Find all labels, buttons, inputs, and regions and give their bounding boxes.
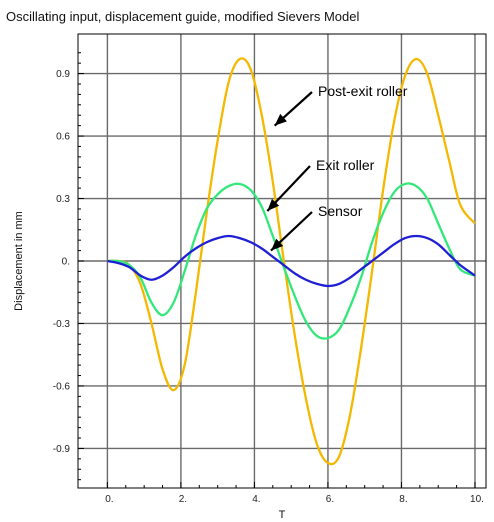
x-tick-labels: 0. 2. 4. 6. 8. 10.: [105, 494, 484, 505]
y-tick-label: -0.6: [53, 381, 71, 392]
annotation-label: Exit roller: [316, 157, 375, 173]
y-tick-label: 0.9: [56, 69, 70, 80]
x-tick-label: 2.: [179, 494, 187, 505]
annotation-label: Post-exit roller: [318, 83, 408, 99]
y-tick-label: 0.: [62, 257, 70, 268]
x-tick-label: 8.: [399, 494, 407, 505]
chart-title: Oscillating input, displacement guide, m…: [6, 9, 359, 24]
y-tick-labels: 0.9 0.6 0.3 0. -0.3 -0.6 -0.9: [53, 69, 71, 455]
x-tick-label: 6.: [326, 494, 334, 505]
x-axis-label: T: [279, 509, 286, 521]
y-axis-label: Displacement in mm: [13, 211, 25, 311]
x-tick-label: 10.: [470, 494, 484, 505]
annotation-label: Sensor: [318, 203, 363, 219]
y-tick-label: 0.6: [56, 132, 70, 143]
y-tick-label: -0.3: [53, 319, 71, 330]
x-tick-label: 4.: [252, 494, 260, 505]
y-tick-label: 0.3: [56, 194, 70, 205]
x-tick-label: 0.: [105, 494, 113, 505]
y-tick-label: -0.9: [53, 444, 71, 455]
